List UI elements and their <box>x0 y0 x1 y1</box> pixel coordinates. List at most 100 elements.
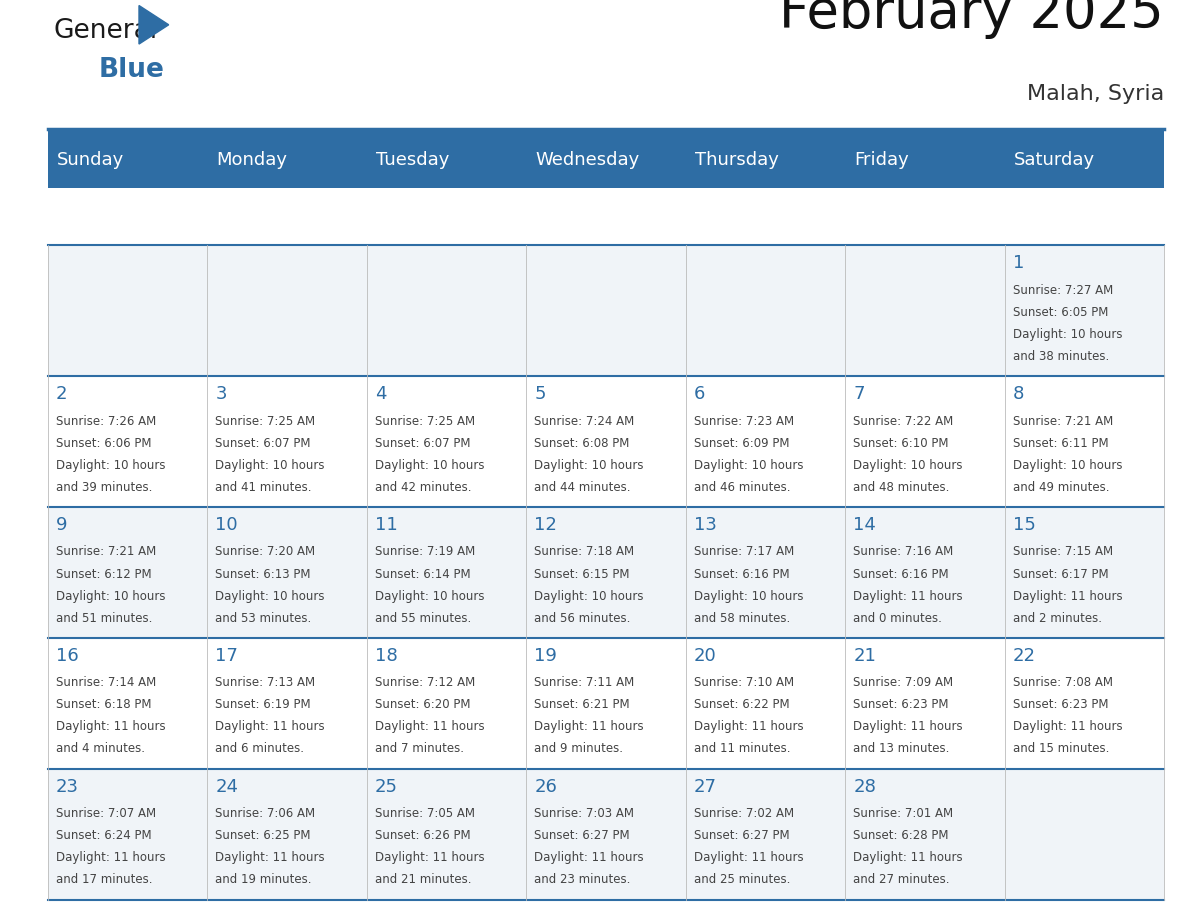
Text: Sunset: 6:10 PM: Sunset: 6:10 PM <box>853 437 949 450</box>
Text: Sunset: 6:20 PM: Sunset: 6:20 PM <box>375 699 470 711</box>
Text: Blue: Blue <box>99 57 164 83</box>
Text: and 11 minutes.: and 11 minutes. <box>694 743 790 756</box>
Text: Tuesday: Tuesday <box>377 151 449 169</box>
Text: Daylight: 11 hours: Daylight: 11 hours <box>56 721 165 733</box>
Text: Sunset: 6:22 PM: Sunset: 6:22 PM <box>694 699 790 711</box>
Text: 23: 23 <box>56 778 78 796</box>
Text: Daylight: 11 hours: Daylight: 11 hours <box>694 851 803 865</box>
Text: Sunrise: 7:08 AM: Sunrise: 7:08 AM <box>1013 677 1113 689</box>
Text: and 38 minutes.: and 38 minutes. <box>1013 350 1110 363</box>
Text: Sunrise: 7:05 AM: Sunrise: 7:05 AM <box>375 807 475 821</box>
Text: Daylight: 10 hours: Daylight: 10 hours <box>694 459 803 472</box>
Text: 22: 22 <box>1013 647 1036 665</box>
Text: Daylight: 10 hours: Daylight: 10 hours <box>1013 328 1123 341</box>
Text: 8: 8 <box>1013 386 1024 403</box>
Text: Sunset: 6:08 PM: Sunset: 6:08 PM <box>535 437 630 450</box>
Text: 28: 28 <box>853 778 877 796</box>
Text: Sunset: 6:28 PM: Sunset: 6:28 PM <box>853 829 949 843</box>
Text: Malah, Syria: Malah, Syria <box>1026 84 1164 104</box>
Text: and 25 minutes.: and 25 minutes. <box>694 873 790 887</box>
Text: Daylight: 11 hours: Daylight: 11 hours <box>56 851 165 865</box>
Text: and 56 minutes.: and 56 minutes. <box>535 611 631 624</box>
Text: Daylight: 11 hours: Daylight: 11 hours <box>535 721 644 733</box>
Text: 16: 16 <box>56 647 78 665</box>
Text: Daylight: 10 hours: Daylight: 10 hours <box>215 589 324 602</box>
Text: Sunset: 6:18 PM: Sunset: 6:18 PM <box>56 699 151 711</box>
Text: Sunrise: 7:21 AM: Sunrise: 7:21 AM <box>1013 415 1113 428</box>
Text: 26: 26 <box>535 778 557 796</box>
Text: and 0 minutes.: and 0 minutes. <box>853 611 942 624</box>
Bar <box>48 245 1164 376</box>
Text: Sunset: 6:23 PM: Sunset: 6:23 PM <box>1013 699 1108 711</box>
Text: Sunset: 6:12 PM: Sunset: 6:12 PM <box>56 567 151 580</box>
Text: Sunset: 6:24 PM: Sunset: 6:24 PM <box>56 829 151 843</box>
Text: and 2 minutes.: and 2 minutes. <box>1013 611 1102 624</box>
Text: 12: 12 <box>535 516 557 534</box>
Text: and 6 minutes.: and 6 minutes. <box>215 743 304 756</box>
Text: Friday: Friday <box>854 151 910 169</box>
Text: and 41 minutes.: and 41 minutes. <box>215 481 312 494</box>
Text: and 55 minutes.: and 55 minutes. <box>375 611 472 624</box>
Text: Sunrise: 7:21 AM: Sunrise: 7:21 AM <box>56 545 156 558</box>
Text: and 7 minutes.: and 7 minutes. <box>375 743 463 756</box>
Text: Sunset: 6:05 PM: Sunset: 6:05 PM <box>1013 306 1108 319</box>
Text: Daylight: 11 hours: Daylight: 11 hours <box>853 851 963 865</box>
Text: Daylight: 10 hours: Daylight: 10 hours <box>853 459 963 472</box>
Text: Sunrise: 7:15 AM: Sunrise: 7:15 AM <box>1013 545 1113 558</box>
Text: Sunset: 6:27 PM: Sunset: 6:27 PM <box>694 829 790 843</box>
Text: Sunday: Sunday <box>57 151 125 169</box>
Text: Sunrise: 7:16 AM: Sunrise: 7:16 AM <box>853 545 954 558</box>
Text: Daylight: 10 hours: Daylight: 10 hours <box>215 459 324 472</box>
Text: and 4 minutes.: and 4 minutes. <box>56 743 145 756</box>
Text: Sunset: 6:13 PM: Sunset: 6:13 PM <box>215 567 311 580</box>
Text: Sunrise: 7:22 AM: Sunrise: 7:22 AM <box>853 415 954 428</box>
Text: Sunrise: 7:03 AM: Sunrise: 7:03 AM <box>535 807 634 821</box>
Text: and 39 minutes.: and 39 minutes. <box>56 481 152 494</box>
Text: and 21 minutes.: and 21 minutes. <box>375 873 472 887</box>
Text: Sunset: 6:15 PM: Sunset: 6:15 PM <box>535 567 630 580</box>
Text: Daylight: 10 hours: Daylight: 10 hours <box>56 459 165 472</box>
Text: Sunset: 6:26 PM: Sunset: 6:26 PM <box>375 829 470 843</box>
Text: Daylight: 11 hours: Daylight: 11 hours <box>375 721 485 733</box>
Text: Daylight: 10 hours: Daylight: 10 hours <box>535 459 644 472</box>
Text: Daylight: 10 hours: Daylight: 10 hours <box>535 589 644 602</box>
Text: Sunset: 6:07 PM: Sunset: 6:07 PM <box>375 437 470 450</box>
Text: Sunset: 6:09 PM: Sunset: 6:09 PM <box>694 437 790 450</box>
Text: 9: 9 <box>56 516 68 534</box>
Text: Wednesday: Wednesday <box>536 151 640 169</box>
Text: Sunrise: 7:20 AM: Sunrise: 7:20 AM <box>215 545 316 558</box>
Text: Sunrise: 7:12 AM: Sunrise: 7:12 AM <box>375 677 475 689</box>
Text: Daylight: 11 hours: Daylight: 11 hours <box>535 851 644 865</box>
Text: Sunset: 6:27 PM: Sunset: 6:27 PM <box>535 829 630 843</box>
Text: Daylight: 10 hours: Daylight: 10 hours <box>1013 459 1123 472</box>
Text: Sunrise: 7:13 AM: Sunrise: 7:13 AM <box>215 677 316 689</box>
Text: Sunset: 6:23 PM: Sunset: 6:23 PM <box>853 699 949 711</box>
Text: Daylight: 10 hours: Daylight: 10 hours <box>694 589 803 602</box>
Text: 10: 10 <box>215 516 238 534</box>
Text: Daylight: 11 hours: Daylight: 11 hours <box>853 589 963 602</box>
Text: Sunrise: 7:09 AM: Sunrise: 7:09 AM <box>853 677 954 689</box>
Text: Sunrise: 7:27 AM: Sunrise: 7:27 AM <box>1013 284 1113 297</box>
Text: 2: 2 <box>56 386 68 403</box>
Text: and 23 minutes.: and 23 minutes. <box>535 873 631 887</box>
Text: 17: 17 <box>215 647 239 665</box>
Text: Daylight: 11 hours: Daylight: 11 hours <box>1013 721 1123 733</box>
Text: Sunrise: 7:19 AM: Sunrise: 7:19 AM <box>375 545 475 558</box>
Text: General: General <box>53 18 158 44</box>
Text: 11: 11 <box>375 516 398 534</box>
Text: and 27 minutes.: and 27 minutes. <box>853 873 950 887</box>
Text: Sunrise: 7:02 AM: Sunrise: 7:02 AM <box>694 807 794 821</box>
Text: Sunrise: 7:11 AM: Sunrise: 7:11 AM <box>535 677 634 689</box>
Text: Sunset: 6:14 PM: Sunset: 6:14 PM <box>375 567 470 580</box>
Polygon shape <box>139 6 169 44</box>
Text: and 51 minutes.: and 51 minutes. <box>56 611 152 624</box>
Text: 4: 4 <box>375 386 386 403</box>
Text: Sunrise: 7:06 AM: Sunrise: 7:06 AM <box>215 807 316 821</box>
Text: 25: 25 <box>375 778 398 796</box>
Text: Sunrise: 7:25 AM: Sunrise: 7:25 AM <box>215 415 316 428</box>
Text: and 19 minutes.: and 19 minutes. <box>215 873 312 887</box>
Text: Sunrise: 7:07 AM: Sunrise: 7:07 AM <box>56 807 156 821</box>
Text: 20: 20 <box>694 647 716 665</box>
Text: Sunrise: 7:24 AM: Sunrise: 7:24 AM <box>535 415 634 428</box>
Text: and 13 minutes.: and 13 minutes. <box>853 743 950 756</box>
